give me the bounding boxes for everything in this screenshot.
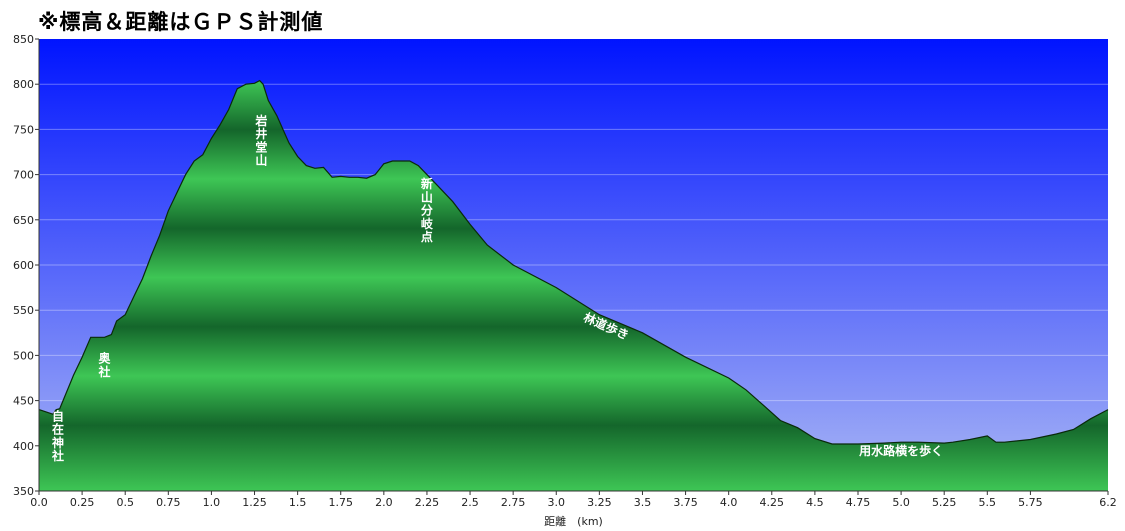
x-tick-label: 4.5 — [806, 496, 824, 509]
x-tick-label: 1.5 — [289, 496, 307, 509]
annotation-label: 自在神社 — [51, 408, 64, 463]
annotation-label: 岩井堂山 — [254, 113, 267, 168]
y-tick-label: 850 — [13, 33, 34, 46]
x-tick-label: 4.75 — [846, 496, 871, 509]
y-tick-label: 650 — [13, 214, 34, 227]
x-tick-label: 5.25 — [932, 496, 957, 509]
y-tick-label: 750 — [13, 123, 34, 136]
x-axis-title: 距離 (km) — [544, 514, 603, 528]
x-tick-label: 3.0 — [548, 496, 566, 509]
x-tick-label: 2.25 — [415, 496, 440, 509]
x-tick-label: 5.0 — [892, 496, 910, 509]
gps-note-title: ※標高＆距離はＧＰＳ計測値 — [38, 10, 324, 34]
annotation-label: 新山分岐点 — [421, 176, 434, 244]
annotation-label: 用水路横を歩く — [858, 443, 943, 458]
x-tick-label: 4.25 — [760, 496, 785, 509]
elevation-outline — [38, 79, 1109, 445]
y-tick-label: 450 — [13, 395, 34, 408]
x-tick-label: 3.25 — [587, 496, 612, 509]
y-tick-label: 550 — [13, 304, 34, 317]
x-tick-label: 3.5 — [634, 496, 652, 509]
x-tick-label: 5.5 — [979, 496, 997, 509]
x-tick-label: 2.75 — [501, 496, 526, 509]
y-tick-label: 800 — [13, 78, 34, 91]
x-tick-label: 6.2 — [1099, 496, 1117, 509]
y-tick-label: 700 — [13, 169, 34, 182]
y-tick-label: 500 — [13, 349, 34, 362]
annotation-label: 奥社 — [98, 351, 112, 379]
y-tick-label: 600 — [13, 259, 34, 272]
x-tick-label: 2.5 — [461, 496, 479, 509]
x-tick-label: 1.0 — [203, 496, 221, 509]
x-tick-label: 1.25 — [242, 496, 267, 509]
x-tick-label: 0.25 — [70, 496, 95, 509]
axes: 350 400 450 500 550 600 650 700 750 800 850 0.0 0.25… — [13, 33, 1117, 509]
x-tick-label: 5.75 — [1018, 496, 1043, 509]
x-tick-label: 0.5 — [116, 496, 134, 509]
y-tick-label: 350 — [13, 485, 34, 498]
x-tick-label: 0.0 — [30, 496, 48, 509]
y-tick-label: 400 — [13, 440, 34, 453]
x-tick-label: 3.75 — [673, 496, 698, 509]
x-tick-label: 0.75 — [156, 496, 181, 509]
x-tick-label: 4.0 — [720, 496, 738, 509]
x-tick-label: 2.0 — [375, 496, 393, 509]
x-tick-label: 1.75 — [328, 496, 353, 509]
elevation-area — [39, 80, 1108, 491]
